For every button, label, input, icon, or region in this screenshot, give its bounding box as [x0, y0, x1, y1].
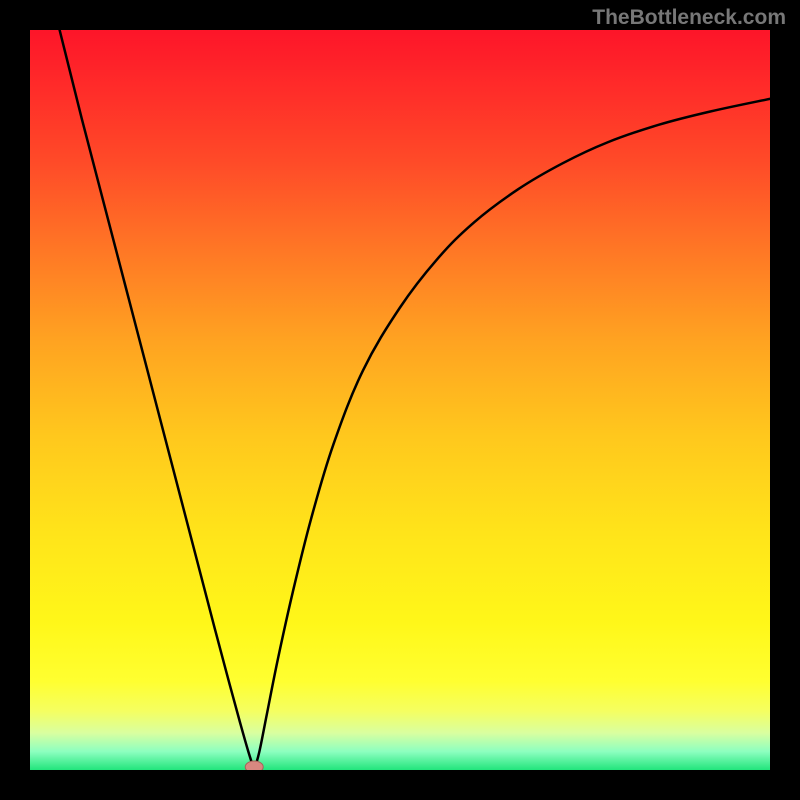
minimum-marker: [245, 761, 263, 770]
chart-svg: [30, 30, 770, 770]
chart-container: TheBottleneck.com: [0, 0, 800, 800]
attribution-text: TheBottleneck.com: [592, 6, 786, 30]
plot-area: [30, 30, 770, 770]
gradient-background: [30, 30, 770, 770]
